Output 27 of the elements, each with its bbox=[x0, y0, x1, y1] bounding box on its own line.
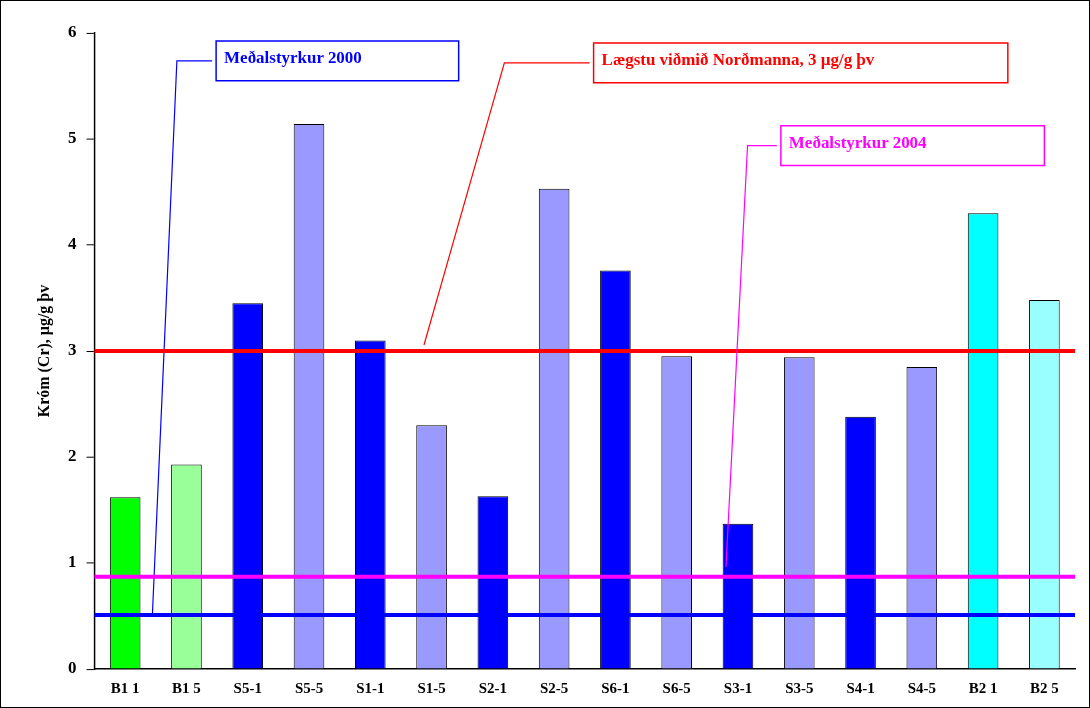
y-tick-label: 6 bbox=[68, 22, 77, 42]
x-tick-label: S2-5 bbox=[540, 679, 569, 696]
x-tick-label: S5-1 bbox=[233, 679, 262, 696]
x-tick-label: S4-5 bbox=[907, 679, 936, 696]
x-tick-label: S4-1 bbox=[846, 679, 875, 696]
x-tick-label: B1 1 bbox=[110, 679, 140, 696]
ref-line-label: Meðalstyrkur 2000 bbox=[224, 48, 362, 68]
y-tick-label: 3 bbox=[68, 340, 77, 360]
y-tick-label: 2 bbox=[68, 446, 77, 466]
x-tick-label: S6-5 bbox=[662, 679, 691, 696]
x-tick-label: S3-5 bbox=[785, 679, 814, 696]
x-tick-label: B2 1 bbox=[968, 679, 998, 696]
x-tick-label: S5-5 bbox=[294, 679, 324, 696]
y-tick-label: 5 bbox=[68, 128, 77, 148]
x-tick-label: S3-1 bbox=[723, 679, 753, 696]
ref-line-label: Meðalstyrkur 2004 bbox=[788, 132, 928, 152]
y-tick-label: 0 bbox=[68, 658, 77, 678]
y-tick-label: 1 bbox=[68, 552, 77, 572]
y-tick-label: 4 bbox=[68, 234, 78, 254]
y-axis-title: Króm (Cr), µg/g þv bbox=[34, 284, 53, 418]
x-tick-label: S2-1 bbox=[478, 679, 507, 696]
ref-line-label: Lægstu viðmið Norðmanna, 3 µg/g þv bbox=[601, 50, 875, 70]
x-tick-label: S1-1 bbox=[356, 679, 385, 696]
x-tick-label: B2 5 bbox=[1030, 679, 1059, 696]
x-tick-label: S6-1 bbox=[601, 679, 630, 696]
x-tick-label: B1 5 bbox=[172, 679, 201, 696]
x-tick-label: S1-5 bbox=[417, 679, 446, 696]
